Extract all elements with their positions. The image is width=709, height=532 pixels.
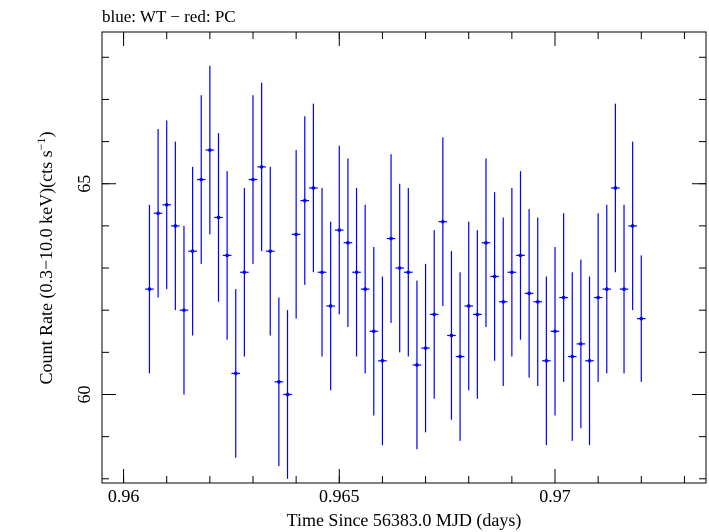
data-point — [208, 148, 212, 152]
data-point — [363, 287, 367, 291]
y-axis-label-superscript: −1 — [34, 138, 48, 151]
data-point — [182, 308, 186, 312]
data-point — [639, 316, 644, 321]
data-point — [510, 270, 514, 275]
y-tick-label: 65 — [74, 175, 94, 193]
data-point — [535, 299, 540, 304]
data-point — [579, 342, 583, 346]
data-point — [294, 232, 298, 237]
plot-frame — [101, 31, 707, 484]
data-point — [501, 299, 506, 304]
y-axis-label-end: ) — [36, 132, 57, 138]
data-point — [380, 358, 385, 363]
data-point — [242, 270, 247, 275]
data-point — [432, 312, 437, 317]
data-point — [354, 270, 359, 275]
chart-title: blue: WT − red: PC — [102, 7, 236, 26]
data-point — [302, 198, 307, 203]
data-point — [156, 211, 160, 216]
data-point — [466, 304, 471, 308]
data-point — [492, 274, 497, 279]
x-tick-label: 0.965 — [319, 486, 360, 506]
data-point — [311, 186, 316, 190]
data-point — [173, 224, 178, 228]
data-point — [622, 287, 626, 291]
data-point — [458, 354, 462, 359]
data-point — [259, 165, 264, 169]
y-axis-label-main: Count Rate (0.3−10.0 keV)(cts s — [36, 150, 57, 384]
data-point — [484, 240, 488, 245]
data-point — [199, 177, 204, 182]
data-point — [596, 295, 600, 300]
data-point — [604, 287, 609, 291]
data-point — [277, 380, 281, 384]
y-tick-label: 60 — [74, 385, 94, 403]
x-tick-label: 0.96 — [108, 486, 140, 506]
data-point — [397, 266, 402, 270]
data-point — [251, 177, 255, 182]
data-point — [587, 358, 592, 363]
data-point — [190, 249, 195, 253]
data-point — [164, 203, 169, 207]
data-point — [216, 215, 221, 220]
data-point — [553, 329, 557, 334]
data-point — [268, 249, 273, 253]
data-point — [544, 358, 549, 363]
data-point — [233, 371, 238, 376]
data-point — [475, 312, 480, 317]
data-point — [613, 186, 618, 190]
data-point — [441, 219, 445, 224]
tick-labels: 0.96 0.965 0.97 60 65 — [74, 175, 571, 506]
data-points — [145, 65, 646, 479]
data-point — [320, 270, 324, 275]
data-point — [389, 236, 393, 241]
data-point — [518, 253, 523, 258]
data-point — [346, 240, 350, 245]
axis-ticks — [102, 32, 706, 483]
data-point — [527, 291, 531, 296]
x-tick-label: 0.97 — [539, 486, 571, 506]
data-point — [423, 346, 428, 350]
data-point — [225, 253, 229, 258]
data-point — [449, 333, 454, 338]
data-point — [285, 392, 290, 397]
x-axis-label: Time Since 56383.0 MJD (days) — [287, 510, 522, 531]
data-point — [372, 329, 376, 334]
data-point — [328, 304, 333, 308]
data-point — [337, 228, 342, 232]
data-point — [630, 224, 635, 228]
data-point — [147, 287, 152, 291]
data-point — [561, 295, 566, 300]
data-point — [406, 270, 411, 275]
y-axis-label: Count Rate (0.3−10.0 keV)(cts s−1) — [34, 132, 57, 385]
data-point — [415, 363, 419, 367]
data-point — [570, 354, 575, 359]
